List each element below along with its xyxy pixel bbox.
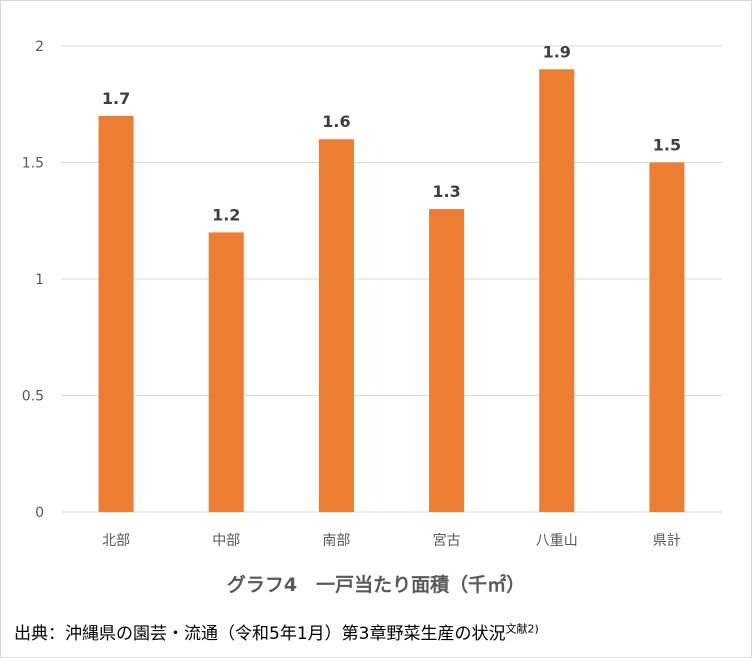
bar-5 <box>649 162 685 512</box>
bar-4 <box>539 69 575 513</box>
bar-3 <box>429 209 465 512</box>
x-axis-ticks: 北部 中部 南部 宮古 八重山 県計 <box>102 533 681 549</box>
y-tick-label: 1.5 <box>22 156 44 172</box>
x-tick-label: 八重山 <box>536 533 578 549</box>
gridlines <box>61 45 722 513</box>
data-label: 1.2 <box>212 205 240 224</box>
y-tick-label: 0.5 <box>22 389 44 405</box>
x-tick-label: 南部 <box>322 533 350 549</box>
x-axis-title: グラフ4 一戸当たり面積（千㎡） <box>226 574 526 596</box>
source-reference: 文献2) <box>505 622 539 636</box>
data-label: 1.9 <box>543 42 571 61</box>
bar-chart: 0 0.5 1 1.5 2 1.7 1.2 1.6 1.3 1.9 1.5 北部 中部 南部 宮古 八重山… <box>22 39 722 549</box>
source-text: 出典：沖縄県の園芸・流通（令和5年1月）第3章野菜生産の状況 <box>14 624 506 644</box>
data-label: 1.6 <box>322 112 350 131</box>
data-label: 1.3 <box>432 182 460 201</box>
source-note: 出典：沖縄県の園芸・流通（令和5年1月）第3章野菜生産の状況文献2) <box>14 619 539 644</box>
y-tick-label: 2 <box>35 39 44 55</box>
y-tick-label: 0 <box>35 505 44 521</box>
data-label: 1.7 <box>102 89 130 108</box>
bar-0 <box>98 115 134 513</box>
x-tick-label: 県計 <box>653 533 681 549</box>
x-tick-label: 北部 <box>102 533 130 549</box>
data-labels: 1.7 1.2 1.6 1.3 1.9 1.5 <box>102 42 681 224</box>
y-tick-label: 1 <box>35 272 44 288</box>
data-label: 1.5 <box>653 136 681 155</box>
x-tick-label: 宮古 <box>433 533 461 549</box>
bar-1 <box>208 232 244 512</box>
y-axis-ticks: 0 0.5 1 1.5 2 <box>22 39 44 521</box>
bars <box>98 69 685 513</box>
x-tick-label: 中部 <box>212 533 240 549</box>
bar-2 <box>318 139 354 512</box>
